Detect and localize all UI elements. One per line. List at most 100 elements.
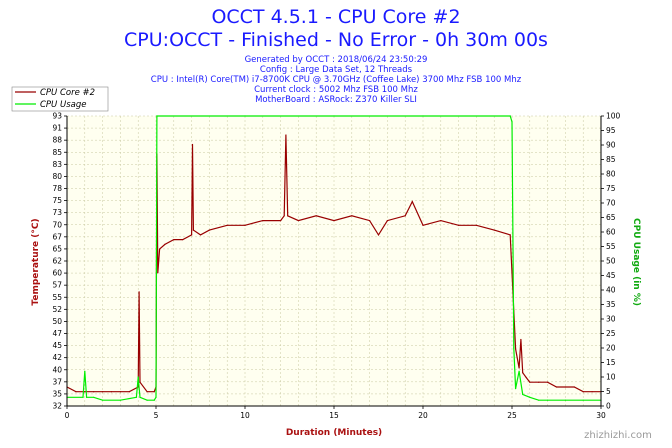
y-tick-label: 55 (52, 293, 62, 302)
y-tick-label: 83 (52, 160, 62, 169)
data-point-temperature (285, 134, 287, 136)
y2-tick-label: 60 (606, 228, 616, 237)
data-point-usage (135, 396, 138, 398)
data-point-usage (102, 399, 104, 401)
y-tick-label: 50 (52, 317, 62, 326)
info-cpu: CPU : Intel(R) Core(TM) i7-8700K CPU @ 3… (151, 75, 522, 85)
data-point-temperature (182, 239, 184, 241)
data-point-temperature (351, 215, 353, 217)
y2-tick-label: 95 (606, 126, 616, 135)
legend: CPU Core #2 CPU Usage (11, 86, 109, 112)
data-point-temperature (93, 391, 95, 393)
y-tick-label: 70 (52, 220, 62, 229)
y2-tick-label: 75 (606, 184, 616, 193)
data-point-temperature (191, 234, 193, 236)
data-point-temperature (440, 219, 442, 222)
legend-box (11, 86, 109, 112)
x-tick-label: 25 (507, 411, 517, 420)
data-point-usage (538, 399, 540, 401)
x-tick-label: 0 (65, 411, 70, 420)
data-point-temperature (283, 215, 285, 217)
info-generated: Generated by OCCT : 2018/06/24 23:50:29 (245, 55, 428, 65)
y-tick-label: 91 (52, 124, 62, 133)
y-tick-label: 52 (52, 305, 62, 314)
y2-tick-label: 50 (606, 257, 616, 266)
data-point-temperature (157, 272, 159, 274)
data-point-temperature (84, 391, 86, 393)
data-point-temperature (153, 391, 155, 393)
data-point-temperature (333, 219, 335, 222)
y-tick-label: 65 (52, 244, 62, 253)
y2-tick-label: 90 (606, 141, 616, 150)
data-point-usage (146, 399, 148, 401)
x-tick-label: 15 (329, 411, 339, 420)
data-point-usage (522, 393, 524, 395)
data-point-usage (244, 115, 246, 117)
chart-title: OCCT 4.5.1 - CPU Core #2 (211, 6, 460, 28)
data-point-usage (119, 399, 121, 401)
data-point-usage (511, 121, 513, 123)
data-point-temperature (547, 381, 549, 383)
data-point-usage (139, 396, 141, 398)
y-axis-label: Temperature (°C) (31, 218, 41, 305)
info-motherboard: MotherBoard : ASRock: Z370 Killer SLI (255, 95, 417, 105)
y2-tick-label: 25 (606, 329, 616, 338)
data-point-usage (153, 399, 155, 401)
chart-subtitle: CPU:OCCT - Finished - No Error - 0h 30m … (124, 29, 548, 51)
y2-tick-label: 100 (606, 112, 621, 121)
y2-tick-label: 40 (606, 286, 616, 295)
data-point-temperature (102, 391, 104, 393)
data-point-temperature (511, 272, 513, 274)
data-point-usage (529, 396, 531, 398)
data-point-temperature (75, 391, 77, 393)
y2-tick-label: 85 (606, 155, 616, 164)
y-tick-label: 42 (52, 353, 62, 362)
data-point-temperature (199, 234, 202, 236)
y2-tick-label: 70 (606, 199, 616, 208)
y-tick-label: 45 (52, 341, 62, 350)
y2-tick-label: 0 (606, 402, 611, 411)
data-point-temperature (208, 229, 210, 231)
info-clock: Current clock : 5002 Mhz FSB 100 Mhz (254, 85, 418, 95)
y2-tick-label: 55 (606, 242, 616, 251)
data-point-temperature (139, 381, 141, 383)
data-point-temperature (110, 391, 113, 393)
data-point-temperature (287, 215, 289, 217)
y-tick-label: 85 (52, 148, 62, 157)
data-point-usage (137, 376, 139, 378)
legend-label-usage: CPU Usage (40, 100, 86, 110)
data-point-temperature (525, 376, 527, 379)
y2-tick-label: 65 (606, 213, 616, 222)
data-point-temperature (164, 243, 166, 245)
data-point-temperature (173, 239, 175, 241)
data-point-temperature (509, 234, 511, 236)
y2-tick-label: 35 (606, 300, 616, 309)
data-point-usage (333, 115, 335, 117)
y2-tick-label: 45 (606, 271, 616, 280)
data-point-temperature (119, 391, 121, 393)
y-tick-label: 40 (52, 365, 62, 374)
plot-area (66, 115, 602, 407)
data-point-temperature (377, 234, 380, 236)
y2-tick-label: 15 (606, 358, 616, 367)
y2-tick-label: 20 (606, 344, 616, 353)
y2-tick-label: 80 (606, 170, 616, 179)
data-point-temperature (555, 386, 558, 388)
data-point-usage (582, 399, 584, 401)
data-point-usage (513, 347, 515, 349)
data-point-usage (93, 396, 95, 398)
x-tick-label: 20 (418, 411, 428, 420)
data-point-temperature (522, 372, 524, 374)
x-axis-label: Duration (Minutes) (286, 428, 382, 438)
data-point-temperature (582, 391, 584, 393)
data-point-temperature (520, 338, 522, 341)
data-point-temperature (404, 215, 406, 217)
data-point-usage (85, 396, 88, 398)
data-point-temperature (386, 219, 388, 222)
y-tick-label: 80 (52, 172, 62, 181)
data-point-temperature (573, 386, 575, 388)
y-tick-label: 35 (52, 389, 62, 398)
x-tick-label: 10 (240, 411, 250, 420)
y2-tick-label: 5 (606, 387, 611, 396)
